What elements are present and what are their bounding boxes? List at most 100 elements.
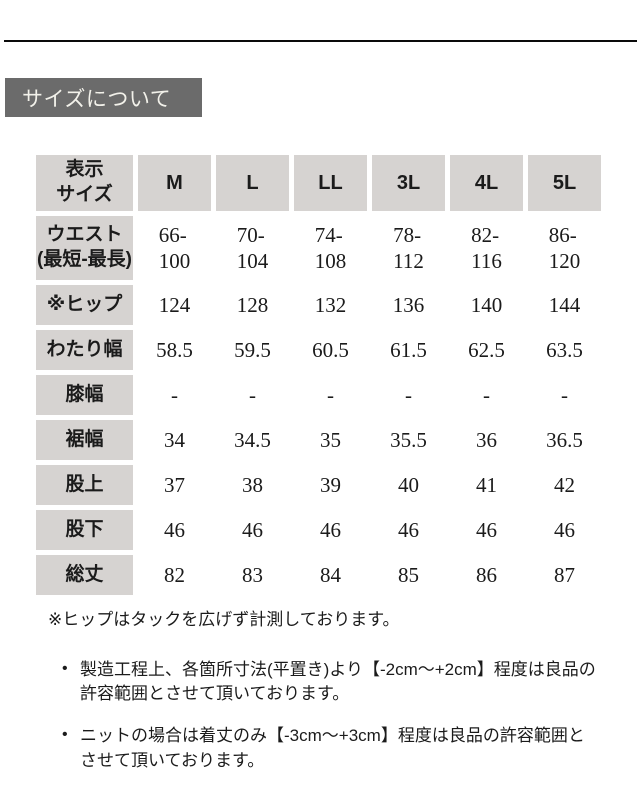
cell-value: 74- 108 [314,222,347,273]
header-size-ll: LL [294,155,367,211]
table-row-thigh-width: わたり幅 58.5 59.5 60.5 61.5 62.5 63.5 [36,330,601,370]
hip-measurement-note: ※ヒップはタックを広げず計測しております。 [48,610,400,629]
cell-inseam-5l: 46 [528,510,601,550]
cell-value: 46 [320,517,341,542]
cell-knee-width-l: - [216,375,289,415]
cell-hip-ll: 132 [294,285,367,325]
cell-value: 85 [398,562,419,587]
cell-hem-width-m: 34 [138,420,211,460]
cell-value: - [327,382,334,407]
cell-total-length-3l: 85 [372,555,445,595]
cell-total-length-4l: 86 [450,555,523,595]
cell-thigh-width-m: 58.5 [138,330,211,370]
section-title: サイズについて [22,87,172,111]
cell-value: - [405,382,412,407]
cell-value: 66- 100 [158,222,191,273]
row-label-waist: ウエスト (最短-最長) [36,216,133,280]
row-label-hip: ※ヒップ [36,285,133,325]
section-title-badge: サイズについて [5,78,202,117]
row-label-thigh-width: わたり幅 [36,330,133,370]
cell-knee-width-3l: - [372,375,445,415]
cell-total-length-l: 83 [216,555,289,595]
cell-value: 35.5 [390,427,427,452]
cell-thigh-width-5l: 63.5 [528,330,601,370]
cell-hem-width-3l: 35.5 [372,420,445,460]
cell-value: 34 [164,427,185,452]
size-table: 表示 サイズ M L LL 3L 4L 5L ウエスト (最短-最長) 66- 100 70- … [31,150,606,600]
header-size-5l: 5L [528,155,601,211]
cell-value: 34.5 [234,427,271,452]
cell-total-length-5l: 87 [528,555,601,595]
cell-rise-m: 37 [138,465,211,505]
tolerance-note-knit-text: ニットの場合は着丈のみ【-3cm～+3cm】程度は良品の許容範囲とさせて頂いてお… [80,726,585,770]
tolerance-notes-list: • 製造工程上、各箇所寸法(平置き)より【-2cm～+2cm】程度は良品の許容範… [48,658,596,773]
cell-value: 84 [320,562,341,587]
cell-value: 35 [320,427,341,452]
cell-value: 39 [320,472,341,497]
cell-value: - [561,382,568,407]
cell-waist-5l: 86- 120 [528,216,601,280]
cell-thigh-width-4l: 62.5 [450,330,523,370]
cell-inseam-ll: 46 [294,510,367,550]
cell-value: 128 [236,292,269,317]
cell-hem-width-5l: 36.5 [528,420,601,460]
cell-value: 59.5 [234,337,271,362]
cell-value: 46 [164,517,185,542]
size-table-head: 表示 サイズ M L LL 3L 4L 5L [36,155,601,211]
cell-value: 140 [470,292,503,317]
cell-hip-4l: 140 [450,285,523,325]
cell-value: 82- 116 [471,222,502,273]
table-row-knee-width: 膝幅 - - - - - - [36,375,601,415]
cell-value: 86 [476,562,497,587]
cell-value: 62.5 [468,337,505,362]
cell-value: - [483,382,490,407]
cell-hem-width-ll: 35 [294,420,367,460]
cell-inseam-4l: 46 [450,510,523,550]
table-row-hem-width: 裾幅 34 34.5 35 35.5 36 36.5 [36,420,601,460]
cell-hem-width-4l: 36 [450,420,523,460]
size-table-body: ウエスト (最短-最長) 66- 100 70- 104 74- 108 78- 112… [36,216,601,595]
cell-value: - [171,382,178,407]
cell-knee-width-m: - [138,375,211,415]
cell-inseam-m: 46 [138,510,211,550]
header-size-3l: 3L [372,155,445,211]
cell-value: 46 [398,517,419,542]
cell-thigh-width-l: 59.5 [216,330,289,370]
header-size-4l: 4L [450,155,523,211]
cell-value: - [249,382,256,407]
cell-value: 82 [164,562,185,587]
cell-value: 46 [242,517,263,542]
header-size-m: M [138,155,211,211]
cell-rise-4l: 41 [450,465,523,505]
cell-value: 87 [554,562,575,587]
cell-value: 37 [164,472,185,497]
cell-value: 60.5 [312,337,349,362]
top-divider [4,40,637,42]
cell-rise-5l: 42 [528,465,601,505]
cell-knee-width-4l: - [450,375,523,415]
bullet-icon: • [62,726,68,744]
tolerance-note-manufacturing-text: 製造工程上、各箇所寸法(平置き)より【-2cm～+2cm】程度は良品の許容範囲と… [80,660,596,704]
cell-knee-width-ll: - [294,375,367,415]
cell-value: 40 [398,472,419,497]
cell-value: 78- 112 [393,222,424,273]
cell-value: 46 [554,517,575,542]
cell-hem-width-l: 34.5 [216,420,289,460]
cell-value: 41 [476,472,497,497]
size-table-header-row: 表示 サイズ M L LL 3L 4L 5L [36,155,601,211]
cell-knee-width-5l: - [528,375,601,415]
table-row-rise: 股上 37 38 39 40 41 42 [36,465,601,505]
cell-value: 36.5 [546,427,583,452]
tolerance-note-knit: • ニットの場合は着丈のみ【-3cm～+3cm】程度は良品の許容範囲とさせて頂い… [62,724,596,772]
cell-total-length-m: 82 [138,555,211,595]
cell-waist-m: 66- 100 [138,216,211,280]
cell-inseam-l: 46 [216,510,289,550]
cell-value: 132 [314,292,347,317]
row-label-hem-width: 裾幅 [36,420,133,460]
cell-rise-ll: 39 [294,465,367,505]
cell-value: 42 [554,472,575,497]
cell-inseam-3l: 46 [372,510,445,550]
row-label-inseam: 股下 [36,510,133,550]
cell-rise-l: 38 [216,465,289,505]
cell-value: 70- 104 [236,222,269,273]
